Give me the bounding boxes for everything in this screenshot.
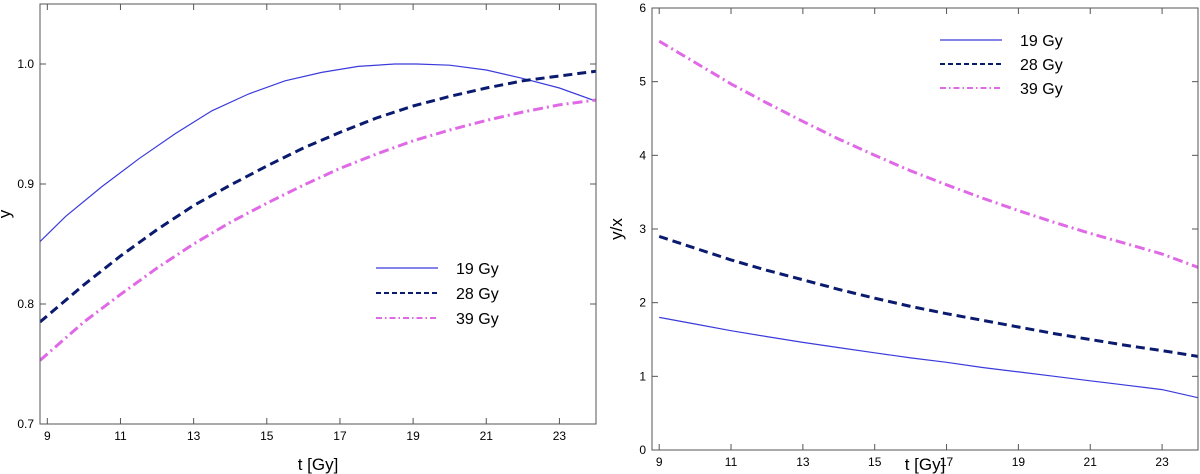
x-tick-label: 19 (1012, 455, 1026, 469)
x-tick-label: 17 (940, 455, 954, 469)
legend-label: 39 Gy (1020, 81, 1063, 98)
x-tick-label: 9 (44, 429, 51, 443)
y-tick-label: 6 (639, 1, 646, 15)
y-tick-label: 1 (639, 369, 646, 383)
x-tick-label: 15 (260, 429, 274, 443)
legend-label: 28 Gy (1020, 57, 1063, 74)
legend-label: 19 Gy (1020, 33, 1063, 50)
legend-label: 19 Gy (456, 261, 499, 278)
plot-frame (39, 3, 597, 425)
x-tick-label: 17 (333, 429, 347, 443)
y-tick-label: 4 (639, 148, 646, 162)
y-axis-label: y (0, 209, 14, 218)
series-line-39-gy (658, 39, 1198, 269)
y-tick-label: 0.7 (17, 417, 34, 431)
y-axis-label: y/x (607, 218, 626, 240)
x-tick-label: 13 (796, 455, 810, 469)
y-tick-label: 3 (639, 222, 646, 236)
y-tick-label: 0 (639, 443, 646, 457)
left-chart-panel: 9 11 13 15 17 19 21 23 0.7 0.8 0.9 1.0 t [Gy] y 19 Gy 2… (0, 3, 597, 474)
series-line-39-gy (40, 98, 596, 362)
y-tick-label: 0.8 (17, 297, 34, 311)
series-line-28-gy (658, 234, 1198, 358)
x-axis-label: t [Gy] (298, 455, 339, 474)
y-tick-label: 5 (639, 75, 646, 89)
x-axis-label: t [Gy] (905, 455, 946, 474)
x-tick-label: 23 (1155, 455, 1169, 469)
x-tick-label: 11 (725, 455, 738, 469)
x-tick-label: 9 (656, 455, 663, 469)
y-tick-label: 1.0 (17, 57, 34, 71)
x-tick-label: 23 (553, 429, 567, 443)
x-tick-label: 15 (868, 455, 882, 469)
x-tick-label: 11 (114, 429, 127, 443)
x-tick-label: 21 (1084, 455, 1098, 469)
series-line-19-gy (659, 316, 1198, 399)
legend-label: 28 Gy (456, 286, 499, 303)
y-tick-label: 2 (639, 296, 646, 310)
x-tick-label: 19 (406, 429, 420, 443)
series-line-28-gy (40, 69, 596, 324)
series-line-19-gy (40, 63, 596, 243)
x-tick-label: 13 (187, 429, 201, 443)
x-tick-label: 21 (480, 429, 494, 443)
y-tick-label: 0.9 (17, 177, 34, 191)
legend-label: 39 Gy (456, 311, 499, 328)
